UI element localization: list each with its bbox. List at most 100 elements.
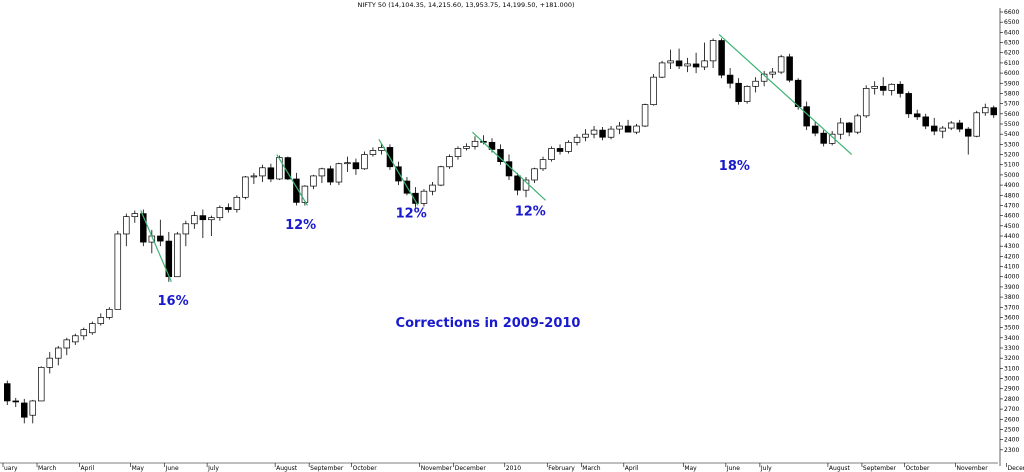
candle-body <box>947 122 955 129</box>
candles <box>4 38 997 424</box>
candle-body <box>420 190 428 204</box>
candle-body <box>752 80 759 87</box>
candle-body <box>862 88 870 117</box>
y-tick-label: 6100 <box>1004 60 1019 67</box>
x-tick-label: April <box>625 465 639 472</box>
candle-body <box>786 56 793 81</box>
x-tick-label: December <box>455 465 487 472</box>
candle-body <box>72 335 79 343</box>
x-tick-label: December <box>1008 465 1024 472</box>
y-tick-label: 2300 <box>1004 447 1019 454</box>
y-tick-label: 3200 <box>1004 355 1019 362</box>
x-tick-label: November <box>956 465 988 472</box>
y-tick-label: 4400 <box>1004 233 1019 240</box>
y-tick-label: 5700 <box>1004 101 1019 108</box>
candle-body <box>658 62 666 78</box>
candle-body <box>845 122 853 133</box>
y-tick-label: 4200 <box>1004 253 1019 260</box>
candle-body <box>556 148 564 152</box>
candle-body <box>446 156 453 168</box>
correction-label: 12% <box>396 207 427 222</box>
x-tick-label: 2010 <box>506 465 521 472</box>
x-tick-label: September <box>310 465 344 472</box>
x-tick-label: March <box>582 465 600 472</box>
candle-body <box>318 168 326 177</box>
x-tick-label: June <box>726 465 740 472</box>
y-tick-label: 2500 <box>1004 426 1019 433</box>
annotations: 16% 12% 12% 12% 18% <box>158 159 750 309</box>
y-tick-label: 6600 <box>1004 9 1019 16</box>
candle-body <box>89 323 96 334</box>
candle-body <box>565 141 572 152</box>
candle-body <box>667 60 674 64</box>
candle-body <box>573 136 581 143</box>
x-axis: uary March April May June July August September… <box>0 462 1024 472</box>
candle-body <box>454 148 462 157</box>
y-tick-label: 4600 <box>1004 213 1019 220</box>
x-tick-label: August <box>276 465 298 472</box>
candle-body <box>624 125 632 133</box>
candle-body <box>114 233 122 310</box>
chart-title: NIFTY 50 (14,104.35, 14,215.60, 13,953.7… <box>358 1 575 9</box>
y-tick-label: 4000 <box>1004 274 1019 281</box>
candle-body <box>675 60 683 67</box>
candle-body <box>267 167 275 180</box>
candle-body <box>123 216 130 235</box>
candle-body <box>97 317 105 324</box>
candle-body <box>616 125 623 130</box>
y-tick-label: 4500 <box>1004 223 1019 230</box>
correction-trendline <box>140 210 172 283</box>
candle-body <box>131 213 139 218</box>
correction-trendline <box>472 131 546 201</box>
y-axis: 2300 2400 2500 2600 2700 2800 2900 3000 3100 3200… <box>999 8 1019 466</box>
y-tick-label: 4700 <box>1004 202 1019 209</box>
chart-subtitle: Corrections in 2009-2010 <box>396 316 581 331</box>
candle-body <box>250 175 258 178</box>
correction-trendline <box>378 138 419 206</box>
candle-body <box>437 166 445 186</box>
candle-body <box>233 196 241 210</box>
candle-body <box>463 146 470 149</box>
candle-body <box>607 128 615 138</box>
candle-body <box>743 85 751 102</box>
candle-body <box>837 122 844 135</box>
candle-body <box>888 83 895 91</box>
y-tick-label: 3100 <box>1004 365 1019 372</box>
y-tick-label: 4900 <box>1004 182 1019 189</box>
candle-body <box>471 140 479 147</box>
candle-body <box>174 233 181 278</box>
candle-body <box>871 85 878 89</box>
candle-body <box>769 71 776 75</box>
candle-body <box>208 217 215 221</box>
candle-body <box>293 178 300 203</box>
candle-body <box>412 192 419 204</box>
y-tick-label: 5900 <box>1004 80 1019 87</box>
y-tick-label: 2900 <box>1004 386 1019 393</box>
candle-body <box>531 168 538 181</box>
y-tick-label: 2800 <box>1004 396 1019 403</box>
candle-body <box>964 128 972 137</box>
y-tick-label: 3900 <box>1004 284 1019 291</box>
x-tick-label: November <box>421 465 453 472</box>
candle-body <box>794 79 802 108</box>
correction-label: 16% <box>158 294 189 309</box>
y-tick-label: 3300 <box>1004 345 1019 352</box>
candle-body <box>310 175 317 187</box>
candle-body <box>582 133 589 138</box>
candle-body <box>930 125 938 132</box>
candle-body <box>879 85 887 91</box>
y-tick-label: 6500 <box>1004 19 1019 26</box>
x-tick-label: uary <box>4 465 18 472</box>
candle-body <box>514 175 521 191</box>
candle-body <box>692 63 700 68</box>
y-tick-label: 5600 <box>1004 111 1019 118</box>
candle-body <box>80 329 88 337</box>
candle-body <box>191 215 198 225</box>
y-tick-label: 3400 <box>1004 335 1019 342</box>
candle-body <box>956 122 963 130</box>
y-tick-label: 3800 <box>1004 294 1019 301</box>
candle-body <box>21 402 28 418</box>
candle-body <box>548 148 555 160</box>
y-tick-label: 2600 <box>1004 416 1019 423</box>
